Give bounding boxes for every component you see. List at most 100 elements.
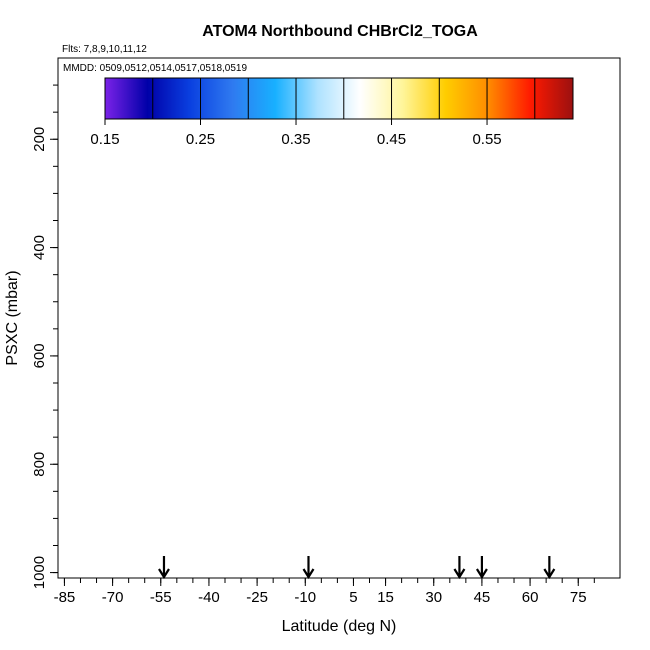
x-tick-label: -40 — [198, 589, 220, 606]
sample-marker — [201, 483, 205, 488]
sample-marker — [231, 485, 236, 490]
sample-marker — [266, 484, 271, 489]
arrow-markers — [158, 556, 556, 580]
arrow-head — [302, 568, 315, 580]
x-tick-label: 60 — [522, 589, 539, 606]
sample-marker — [246, 438, 251, 443]
sample-marker — [269, 294, 273, 298]
sample-marker — [515, 429, 520, 433]
sample-marker — [334, 462, 338, 467]
sample-marker — [114, 296, 119, 301]
sample-marker — [163, 360, 167, 364]
sample-marker — [423, 187, 427, 192]
sample-marker — [376, 192, 380, 196]
sample-marker — [448, 188, 452, 193]
sample-marker — [344, 246, 349, 251]
sample-marker — [206, 329, 211, 334]
sample-marker — [480, 487, 485, 492]
sample-marker — [252, 574, 257, 578]
arrow-head — [158, 568, 170, 580]
sample-marker — [404, 193, 409, 197]
flights-note: Flts: 7,8,9,10,11,12 — [62, 44, 147, 55]
dates-note: MMDD: 0509,0512,0514,0517,0518,0519 — [63, 63, 247, 74]
sample-marker — [394, 245, 399, 250]
sample-marker — [556, 537, 560, 542]
x-tick-label: 45 — [474, 589, 491, 606]
sample-marker — [526, 384, 530, 388]
x-tick-label: 75 — [570, 589, 587, 606]
sample-marker — [262, 549, 266, 554]
sample-marker — [330, 436, 335, 440]
colorbar-gradient — [104, 77, 574, 120]
x-tick-label: -85 — [54, 589, 76, 606]
x-axis: -85 -70 -55 -40 -25 -10 5 15 30 45 60 75 — [54, 578, 595, 606]
sample-marker — [240, 544, 245, 549]
y-axis: 200 400 600 800 1000 — [31, 84, 58, 589]
sample-marker — [416, 490, 421, 495]
sample-marker — [448, 519, 453, 524]
sample-marker — [325, 430, 330, 435]
sample-marker — [191, 240, 195, 245]
sample-marker — [453, 548, 457, 552]
x-tick-label: 15 — [377, 589, 394, 606]
sample-marker — [224, 402, 228, 406]
sample-marker — [249, 510, 253, 514]
sample-marker — [391, 569, 396, 574]
sample-marker — [334, 332, 338, 337]
sample-marker — [560, 464, 564, 469]
sample-marker — [363, 414, 368, 419]
sample-marker — [463, 440, 467, 444]
x-tick-label: -55 — [150, 589, 172, 606]
sample-marker — [428, 571, 432, 576]
sample-marker — [211, 275, 215, 280]
colorbar-tick-label: 0.55 — [472, 131, 501, 148]
sample-marker — [108, 374, 113, 379]
colorbar-ticks — [152, 78, 536, 119]
arrow-head — [453, 568, 466, 580]
colorbar-tick-label: 0.35 — [281, 131, 310, 148]
sample-marker — [432, 351, 437, 356]
sample-marker — [427, 405, 431, 409]
x-tick-label: 5 — [349, 589, 357, 606]
x-tick-label: -70 — [102, 589, 124, 606]
sample-marker — [347, 349, 352, 354]
x-tick-label: -10 — [294, 589, 316, 606]
sample-marker — [75, 385, 79, 390]
sample-marker — [127, 377, 131, 381]
sample-marker — [251, 410, 256, 414]
sample-marker — [342, 216, 347, 220]
sample-marker — [164, 278, 168, 283]
colorbar-labels: 0.15 0.25 0.35 0.45 0.55 — [90, 119, 502, 148]
colorbar-tick-label: 0.25 — [186, 131, 215, 148]
sample-marker — [119, 360, 124, 364]
sample-marker — [486, 243, 491, 248]
plot-frame — [57, 57, 621, 579]
sample-marker — [249, 431, 253, 436]
sample-marker — [313, 491, 317, 496]
sample-marker — [334, 301, 339, 305]
sample-marker — [125, 328, 130, 333]
sample-marker — [403, 305, 407, 309]
sample-marker — [465, 190, 469, 195]
sample-marker — [193, 349, 198, 354]
sample-marker — [358, 520, 363, 524]
sample-marker — [374, 570, 378, 575]
sample-marker — [339, 467, 344, 472]
y-tick-label: 200 — [31, 127, 48, 152]
arrow-head — [543, 568, 556, 580]
sample-marker — [248, 274, 252, 279]
chart-title: ATOM4 Northbound CHBrCl2_TOGA — [202, 23, 478, 40]
sample-marker — [562, 520, 566, 525]
sample-marker — [230, 327, 234, 331]
sample-marker — [140, 271, 144, 276]
colorbar-tick-label: 0.45 — [377, 131, 406, 148]
sample-marker — [386, 547, 391, 551]
sample-marker — [391, 214, 396, 219]
x-tick-label: -25 — [246, 589, 268, 606]
sample-marker — [348, 240, 353, 245]
sample-marker — [98, 410, 102, 414]
sample-marker — [546, 430, 551, 435]
sample-marker — [446, 213, 450, 217]
sample-marker — [239, 565, 243, 570]
